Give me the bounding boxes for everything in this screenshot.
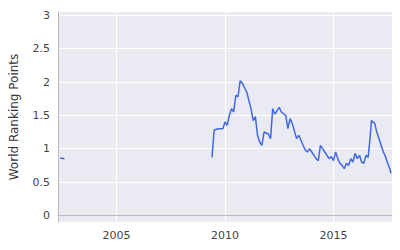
svg-text:1.5: 1.5 <box>33 109 51 122</box>
svg-text:2015: 2015 <box>319 229 347 242</box>
svg-text:2010: 2010 <box>211 229 239 242</box>
svg-text:3: 3 <box>43 9 50 22</box>
svg-text:1: 1 <box>43 142 50 155</box>
svg-text:0.5: 0.5 <box>33 176 51 189</box>
svg-text:0: 0 <box>43 209 50 222</box>
svg-text:World Ranking Points: World Ranking Points <box>7 54 21 181</box>
svg-text:2005: 2005 <box>103 229 131 242</box>
svg-text:2: 2 <box>43 76 50 89</box>
svg-text:2.5: 2.5 <box>33 42 51 55</box>
